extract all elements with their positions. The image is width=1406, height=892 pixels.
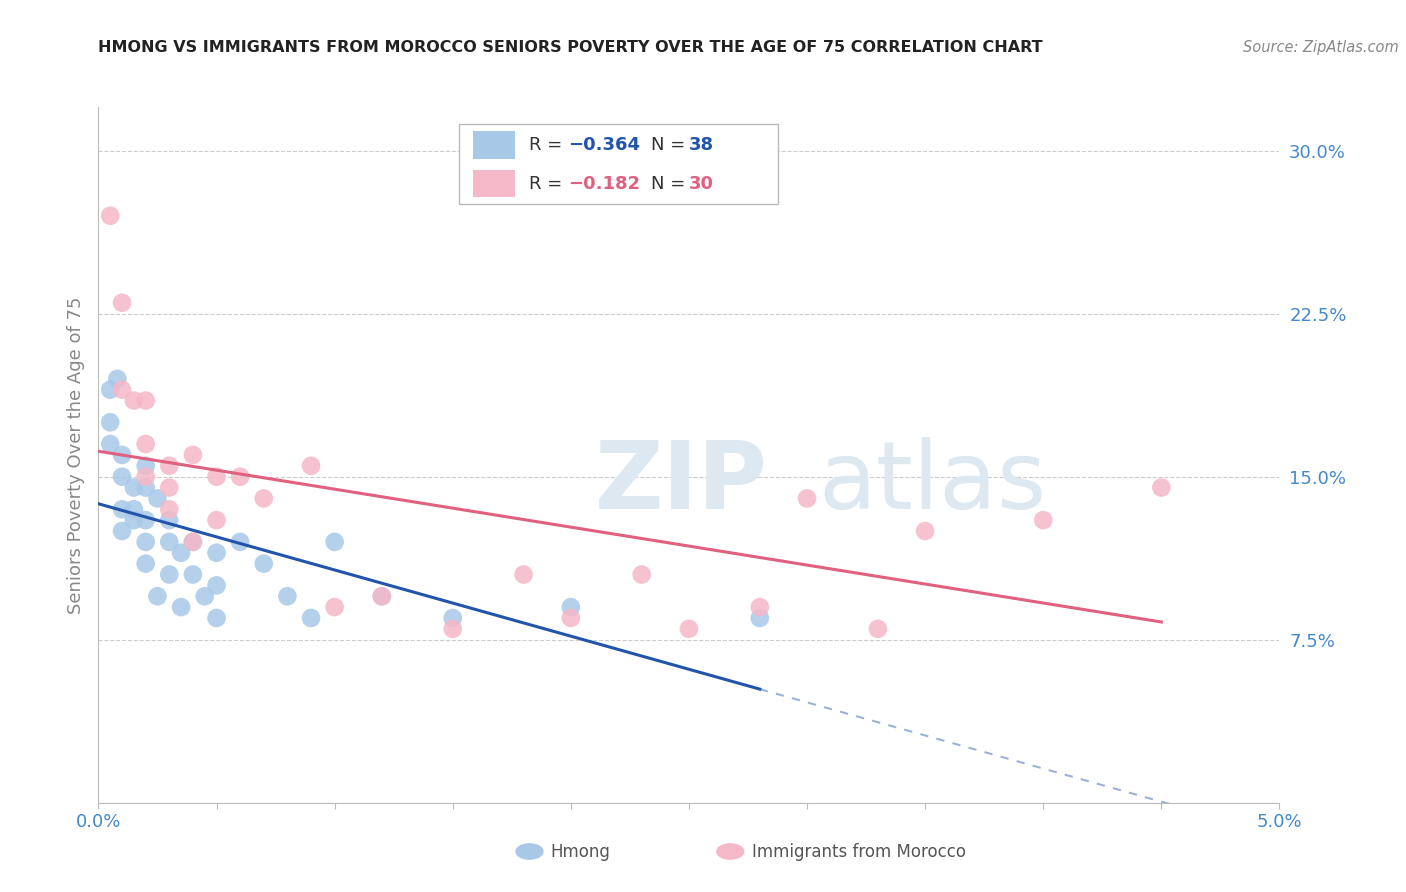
- Point: [181, 567, 204, 582]
- Point: [122, 481, 145, 495]
- Text: R =: R =: [530, 175, 568, 193]
- Point: [135, 481, 157, 495]
- Point: [796, 491, 818, 506]
- Point: [678, 622, 700, 636]
- Point: [194, 589, 217, 603]
- Point: [181, 534, 204, 549]
- Text: HMONG VS IMMIGRANTS FROM MOROCCO SENIORS POVERTY OVER THE AGE OF 75 CORRELATION : HMONG VS IMMIGRANTS FROM MOROCCO SENIORS…: [98, 40, 1043, 55]
- Point: [253, 491, 276, 506]
- Point: [135, 458, 157, 473]
- Point: [914, 524, 936, 538]
- Point: [135, 513, 157, 527]
- Point: [122, 513, 145, 527]
- Point: [170, 600, 193, 615]
- Point: [111, 502, 134, 516]
- Y-axis label: Seniors Poverty Over the Age of 75: Seniors Poverty Over the Age of 75: [66, 296, 84, 614]
- Point: [299, 458, 322, 473]
- Point: [630, 567, 652, 582]
- Point: [276, 589, 298, 603]
- Point: [157, 513, 180, 527]
- Circle shape: [516, 843, 544, 860]
- Point: [371, 589, 394, 603]
- Text: 30: 30: [689, 175, 714, 193]
- Point: [205, 611, 228, 625]
- Point: [157, 567, 180, 582]
- Point: [205, 469, 228, 483]
- Point: [205, 546, 228, 560]
- Point: [181, 534, 204, 549]
- Point: [111, 448, 134, 462]
- Text: −0.364: −0.364: [568, 136, 641, 154]
- Point: [135, 534, 157, 549]
- FancyBboxPatch shape: [458, 124, 778, 204]
- Point: [98, 415, 121, 429]
- Text: Hmong: Hmong: [551, 843, 610, 861]
- Point: [157, 502, 180, 516]
- Point: [157, 534, 180, 549]
- Point: [111, 469, 134, 483]
- Circle shape: [716, 843, 744, 860]
- Text: −0.182: −0.182: [568, 175, 641, 193]
- Point: [146, 589, 169, 603]
- Point: [323, 600, 346, 615]
- Text: N =: N =: [651, 136, 692, 154]
- FancyBboxPatch shape: [472, 131, 516, 159]
- Point: [170, 546, 193, 560]
- Point: [229, 534, 252, 549]
- Point: [105, 372, 128, 386]
- Point: [866, 622, 889, 636]
- Text: Immigrants from Morocco: Immigrants from Morocco: [752, 843, 966, 861]
- Text: atlas: atlas: [818, 437, 1047, 529]
- Point: [98, 209, 121, 223]
- Point: [299, 611, 322, 625]
- Point: [229, 469, 252, 483]
- Point: [205, 578, 228, 592]
- Point: [146, 491, 169, 506]
- Point: [135, 437, 157, 451]
- Point: [111, 524, 134, 538]
- Point: [560, 600, 582, 615]
- Point: [371, 589, 394, 603]
- Point: [1032, 513, 1054, 527]
- Text: ZIP: ZIP: [595, 437, 768, 529]
- Text: N =: N =: [651, 175, 692, 193]
- Point: [111, 383, 134, 397]
- Point: [135, 393, 157, 408]
- Point: [748, 600, 770, 615]
- Point: [98, 383, 121, 397]
- Point: [560, 611, 582, 625]
- Point: [157, 481, 180, 495]
- Point: [441, 622, 464, 636]
- Point: [122, 393, 145, 408]
- Point: [122, 502, 145, 516]
- Point: [135, 469, 157, 483]
- FancyBboxPatch shape: [472, 169, 516, 197]
- Point: [181, 448, 204, 462]
- Text: R =: R =: [530, 136, 568, 154]
- Point: [135, 557, 157, 571]
- Point: [441, 611, 464, 625]
- Point: [253, 557, 276, 571]
- Point: [111, 295, 134, 310]
- Text: Source: ZipAtlas.com: Source: ZipAtlas.com: [1243, 40, 1399, 55]
- Point: [98, 437, 121, 451]
- Point: [205, 513, 228, 527]
- Point: [323, 534, 346, 549]
- Point: [512, 567, 534, 582]
- Point: [748, 611, 770, 625]
- Point: [157, 458, 180, 473]
- Point: [1150, 481, 1173, 495]
- Text: 38: 38: [689, 136, 714, 154]
